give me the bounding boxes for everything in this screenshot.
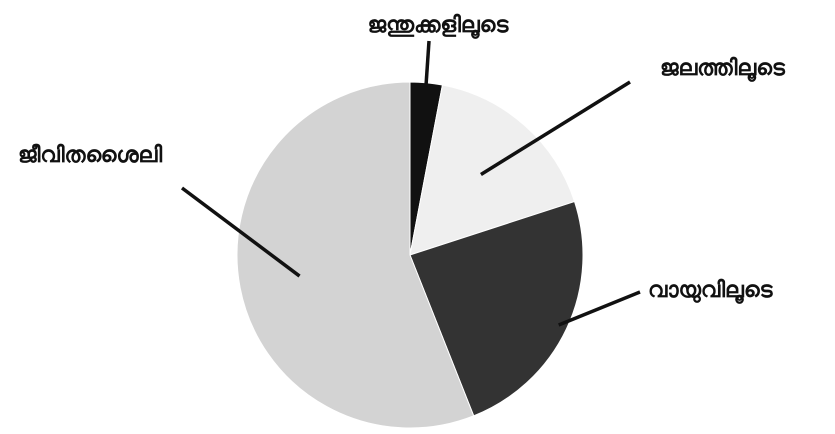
leader-line xyxy=(558,290,641,327)
pie-slice xyxy=(409,84,576,256)
slice-label: ജീവിതശൈലി xyxy=(18,143,162,168)
pie-slices xyxy=(236,81,584,429)
pie-slice xyxy=(236,81,475,429)
slice-label: ജന്തുക്കളിലൂടെ xyxy=(368,13,510,40)
slice-label: വായുവിലൂടെ xyxy=(648,278,774,305)
leader-line xyxy=(480,80,631,177)
slice-labels: ജന്തുക്കളിലൂടെ ജലത്തിലൂടെ വായുവിലൂടെ ജീവിതശ… xyxy=(18,13,786,305)
leader-lines xyxy=(180,40,641,327)
leader-line xyxy=(424,40,431,87)
leader-line xyxy=(180,186,301,278)
pie-slice xyxy=(409,200,584,417)
slice-label: ജലത്തിലൂടെ xyxy=(660,56,786,83)
